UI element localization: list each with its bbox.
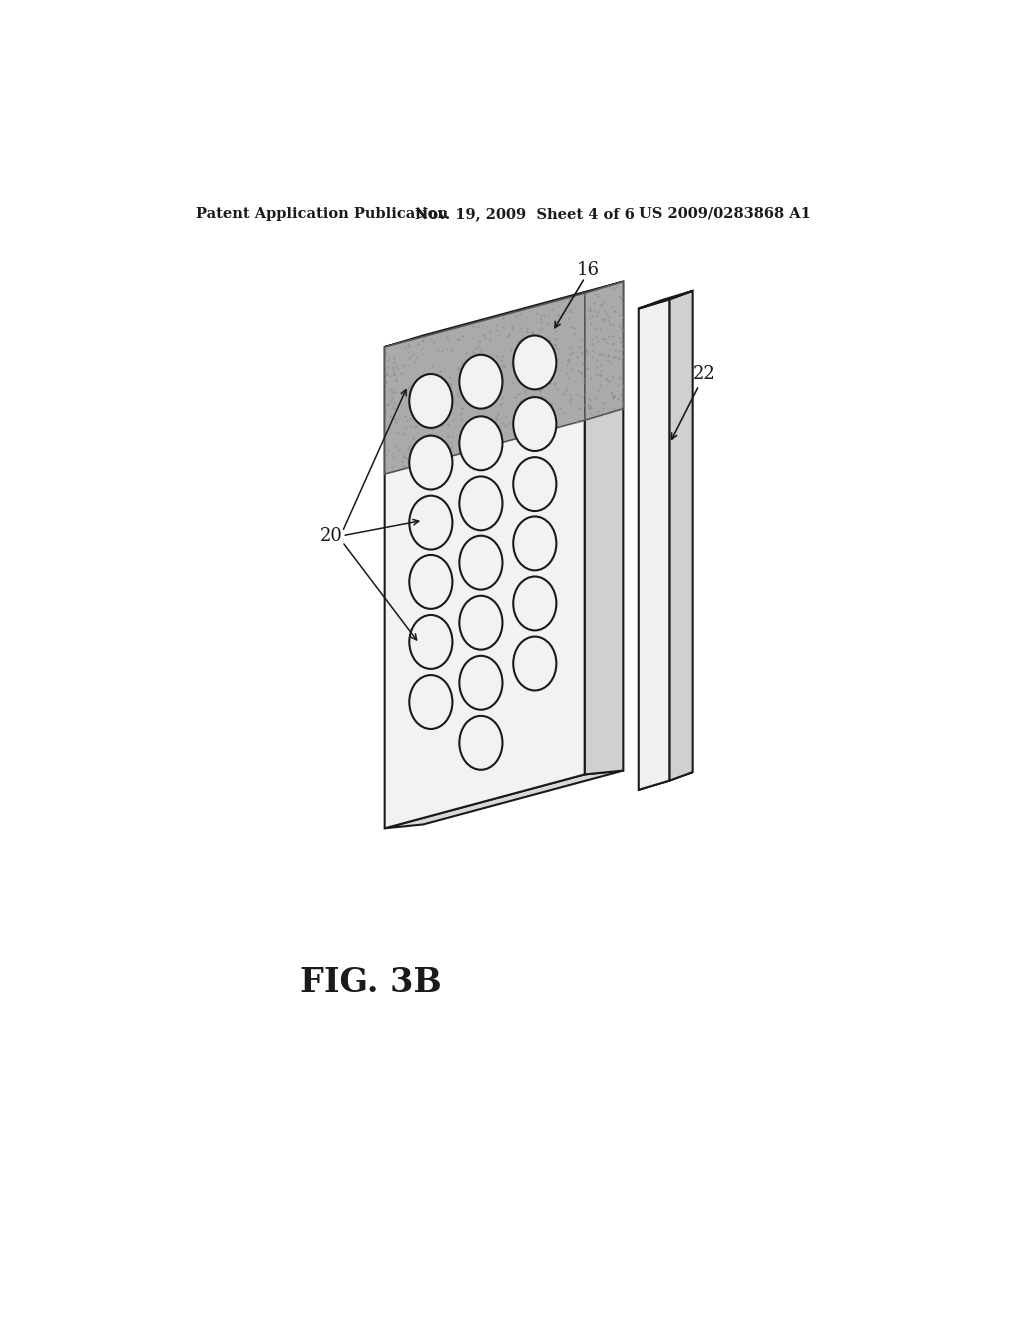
Ellipse shape [410,436,453,490]
Polygon shape [385,293,585,474]
Ellipse shape [513,397,556,451]
Ellipse shape [460,715,503,770]
Polygon shape [385,293,585,829]
Text: 16: 16 [578,261,600,279]
Polygon shape [639,300,670,789]
Ellipse shape [410,496,453,549]
Ellipse shape [513,577,556,631]
Text: US 2009/0283868 A1: US 2009/0283868 A1 [639,207,811,220]
Ellipse shape [460,595,503,649]
Ellipse shape [513,457,556,511]
Text: Patent Application Publication: Patent Application Publication [196,207,449,220]
Text: 20: 20 [319,527,342,545]
Ellipse shape [513,516,556,570]
Ellipse shape [460,355,503,409]
Polygon shape [585,281,624,420]
Polygon shape [585,281,624,775]
Polygon shape [385,771,624,829]
Ellipse shape [410,675,453,729]
Text: Nov. 19, 2009  Sheet 4 of 6: Nov. 19, 2009 Sheet 4 of 6 [416,207,635,220]
Polygon shape [385,281,624,347]
Ellipse shape [513,335,556,389]
Ellipse shape [410,554,453,609]
Polygon shape [639,772,692,789]
Ellipse shape [410,374,453,428]
Polygon shape [639,290,692,309]
Text: FIG. 3B: FIG. 3B [300,966,441,999]
Ellipse shape [460,656,503,710]
Ellipse shape [460,416,503,470]
Text: 22: 22 [693,366,716,383]
Ellipse shape [460,536,503,590]
Ellipse shape [460,477,503,531]
Polygon shape [670,290,692,780]
Ellipse shape [410,615,453,669]
Ellipse shape [513,636,556,690]
